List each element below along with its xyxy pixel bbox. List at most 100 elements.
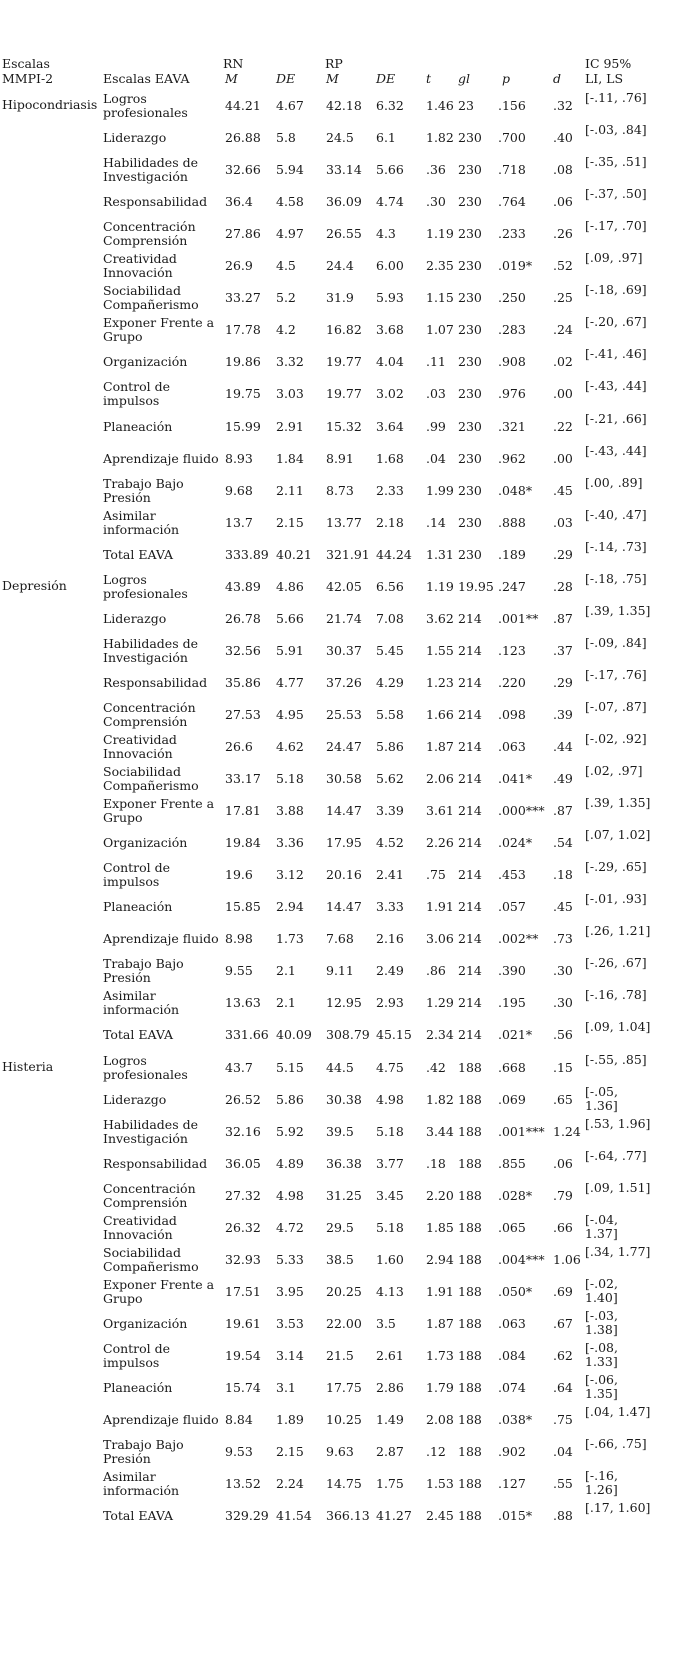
eava-scale-label: Liderazgo (103, 1091, 167, 1107)
cell-rn-sd: 4.97 (276, 226, 304, 242)
cell-rp-sd: 3.68 (376, 322, 404, 338)
cell-gl: 214 (458, 803, 482, 819)
cell-rp-mean: 29.5 (326, 1219, 354, 1235)
cell-rp-mean: 15.32 (326, 418, 362, 434)
cell-rn-sd: 4.89 (276, 1155, 304, 1171)
cell-p: .069 (498, 1091, 526, 1107)
header-scales-mmpi-line1: Escalas (2, 56, 50, 71)
cell-gl: 188 (458, 1091, 482, 1107)
cell-p: .001*** (498, 1123, 545, 1139)
cell-rp-sd: 2.86 (376, 1380, 404, 1395)
cell-rp-mean: 9.63 (326, 1444, 354, 1460)
eava-scale-label: Planeación (103, 1380, 173, 1395)
cell-t: 3.06 (426, 931, 454, 947)
cell-rp-sd: 41.27 (376, 1508, 412, 1524)
cell-rn-mean: 27.32 (225, 1187, 261, 1203)
cell-ci: [-.35, .51] (585, 154, 647, 170)
cell-d: .30 (553, 995, 573, 1011)
cell-rn-mean: 9.55 (225, 963, 253, 979)
cell-d: 1.06 (553, 1251, 581, 1267)
cell-rp-sd: 5.62 (376, 771, 404, 787)
eava-scale-label: Trabajo Bajo Presión (103, 1437, 184, 1467)
cell-rn-sd: 2.94 (276, 899, 304, 915)
eava-scale-label: Liderazgo (103, 610, 167, 626)
cell-rp-sd: 2.87 (376, 1444, 404, 1460)
cell-d: .52 (553, 258, 573, 274)
cell-rp-sd: 5.93 (376, 290, 404, 306)
cell-ci: [.17, 1.60] (585, 1500, 651, 1516)
cell-rp-sd: 4.13 (376, 1283, 404, 1299)
cell-d: .22 (553, 418, 573, 434)
cell-t: 1.15 (426, 290, 454, 306)
cell-gl: 188 (458, 1412, 482, 1428)
cell-t: 1.23 (426, 674, 454, 690)
cell-rn-sd: 4.72 (276, 1219, 304, 1235)
cell-p: .123 (498, 642, 526, 658)
cell-p: .247 (498, 578, 526, 594)
cell-rn-mean: 19.86 (225, 354, 261, 370)
cell-t: 1.53 (426, 1476, 454, 1492)
cell-p: .962 (498, 450, 526, 466)
cell-rn-sd: 5.94 (276, 162, 304, 178)
cell-rn-mean: 8.93 (225, 450, 253, 466)
cell-rn-sd: 2.1 (276, 963, 296, 979)
cell-ci: [-.43, .44] (585, 378, 647, 394)
cell-rp-mean: 30.37 (326, 642, 362, 658)
cell-gl: 214 (458, 963, 482, 979)
cell-rp-sd: 2.49 (376, 963, 404, 979)
cell-p: .048* (498, 482, 533, 498)
cell-p: .453 (498, 867, 526, 883)
cell-rn-mean: 43.7 (225, 1059, 253, 1075)
cell-ci: [.09, 1.51] (585, 1179, 651, 1195)
cell-gl: 188 (458, 1251, 482, 1267)
eava-scale-label: Habilidades de Investigación (103, 155, 198, 185)
cell-rn-mean: 33.17 (225, 771, 261, 787)
cell-rp-mean: 38.5 (326, 1251, 354, 1267)
cell-rn-mean: 19.54 (225, 1347, 261, 1363)
cell-rn-mean: 13.7 (225, 514, 253, 530)
cell-ci: [.09, 1.04] (585, 1019, 651, 1035)
cell-rp-sd: 45.15 (376, 1027, 412, 1043)
header-rn: RN (223, 56, 244, 71)
eava-scale-label: Sociabilidad Compañerismo (103, 764, 199, 794)
eava-scale-label: Asimilar información (103, 1469, 180, 1499)
eava-scale-label: Creatividad Innovación (103, 732, 177, 761)
cell-rn-mean: 9.68 (225, 482, 253, 498)
header-gl: gl (458, 71, 470, 86)
cell-d: .65 (553, 1091, 573, 1107)
cell-p: .156 (498, 98, 526, 113)
header-rp-mean: M (326, 71, 339, 86)
cell-rn-sd: 1.89 (276, 1412, 304, 1428)
cell-p: .908 (498, 354, 526, 370)
cell-t: 1.91 (426, 1283, 454, 1299)
cell-gl: 214 (458, 931, 482, 947)
cell-rp-mean: 19.77 (326, 354, 362, 370)
cell-ci: [-.04, 1.37] (585, 1211, 618, 1241)
cell-ci: [.39, 1.35] (585, 795, 651, 811)
eava-scale-label: Responsabilidad (103, 674, 208, 690)
cell-rn-sd: 40.09 (276, 1027, 312, 1043)
cell-p: .189 (498, 546, 526, 562)
cell-t: .42 (426, 1059, 446, 1075)
cell-t: .30 (426, 194, 446, 210)
cell-rn-sd: 4.58 (276, 194, 304, 210)
cell-d: .06 (553, 1155, 573, 1171)
cell-p: .195 (498, 995, 526, 1011)
cell-rp-sd: 5.18 (376, 1123, 404, 1139)
cell-t: 2.35 (426, 258, 454, 274)
eava-scale-label: Aprendizaje fluido (103, 1412, 219, 1428)
cell-rn-mean: 331.66 (225, 1027, 269, 1043)
cell-t: .11 (426, 354, 446, 370)
cell-ci: [-.09, .84] (585, 634, 647, 650)
cell-p: .021* (498, 1027, 533, 1043)
cell-ci: [.02, .97] (585, 763, 643, 779)
eava-scale-label: Exponer Frente a Grupo (103, 315, 215, 345)
cell-rp-mean: 33.14 (326, 162, 362, 178)
cell-t: 1.07 (426, 322, 454, 338)
cell-p: .855 (498, 1155, 526, 1171)
cell-gl: 230 (458, 418, 482, 434)
eava-scale-label: Trabajo Bajo Presión (103, 956, 184, 986)
eava-scale-label: Creatividad Innovación (103, 1212, 177, 1242)
cell-gl: 188 (458, 1187, 482, 1203)
cell-gl: 230 (458, 354, 482, 370)
